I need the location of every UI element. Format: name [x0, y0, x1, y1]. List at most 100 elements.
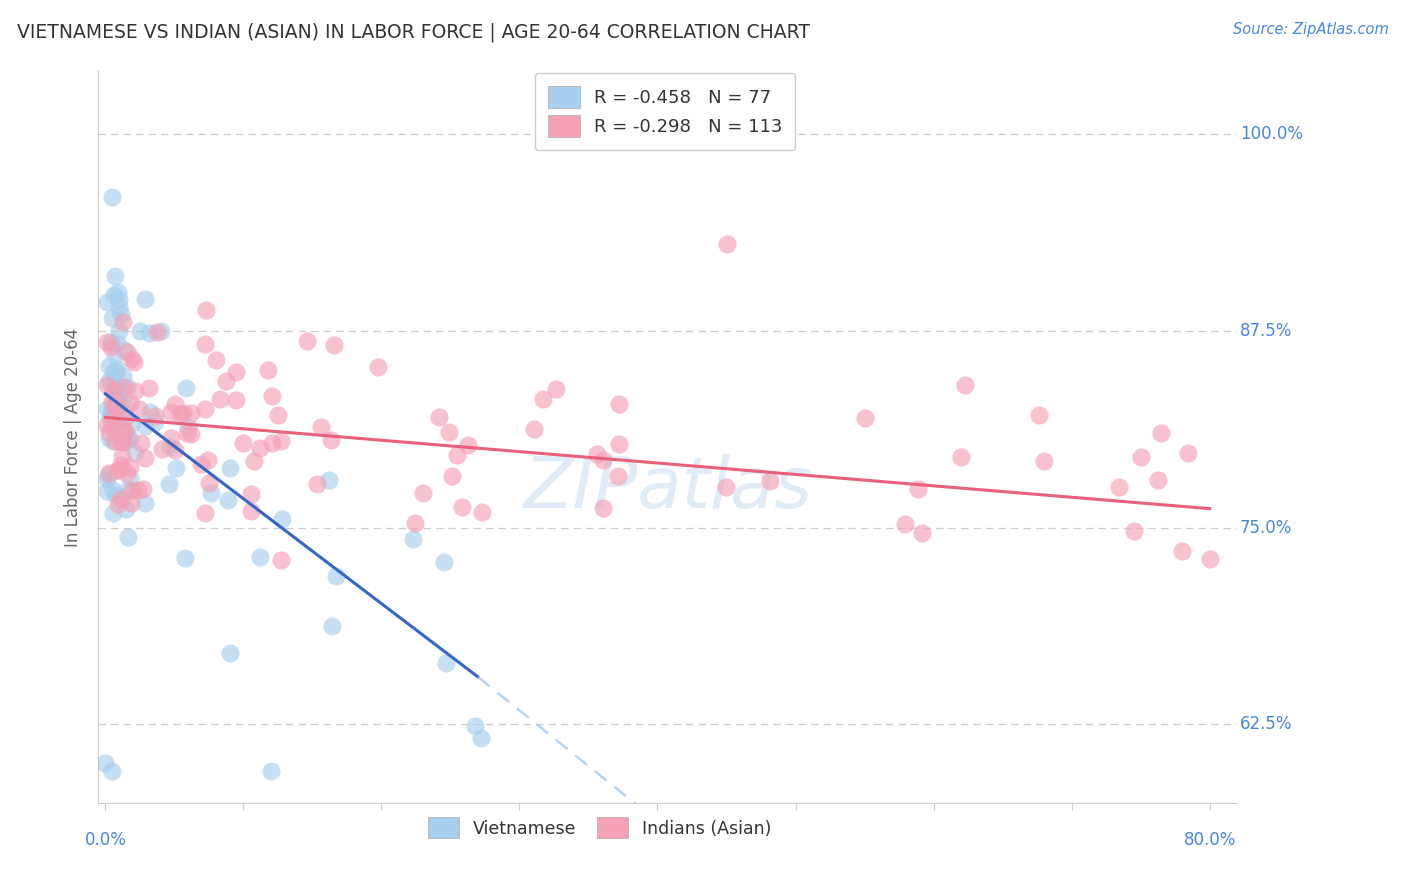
Point — [120, 496, 142, 510]
Point — [121, 483, 143, 498]
Point — [129, 436, 152, 450]
Point — [96, 402, 118, 417]
Point — [270, 553, 292, 567]
Point — [176, 381, 198, 395]
Point — [120, 431, 142, 445]
Point — [174, 550, 197, 565]
Point — [96, 378, 118, 392]
Point — [110, 435, 132, 450]
Point — [124, 384, 146, 399]
Point — [143, 409, 166, 423]
Point — [107, 463, 129, 477]
Point — [592, 500, 614, 515]
Point — [108, 300, 131, 314]
Point — [215, 374, 238, 388]
Point — [111, 393, 134, 408]
Point — [98, 430, 121, 444]
Point — [128, 324, 150, 338]
Point — [138, 404, 160, 418]
Point — [464, 718, 486, 732]
Point — [111, 449, 134, 463]
Point — [606, 469, 628, 483]
Point — [94, 756, 117, 771]
Point — [471, 504, 494, 518]
Point — [853, 411, 876, 425]
Point — [104, 488, 127, 502]
Point — [105, 395, 128, 409]
Point — [208, 392, 231, 406]
Point — [546, 382, 568, 396]
Point — [104, 348, 127, 362]
Point — [195, 303, 218, 318]
Point — [1150, 425, 1173, 440]
Point — [108, 414, 131, 428]
Point — [470, 731, 492, 745]
Text: 75.0%: 75.0% — [1240, 518, 1292, 536]
Point — [439, 425, 461, 440]
Text: 80.0%: 80.0% — [1184, 831, 1236, 849]
Point — [138, 381, 160, 395]
Point — [225, 392, 247, 407]
Point — [134, 496, 156, 510]
Point — [260, 764, 283, 779]
Point — [104, 434, 127, 448]
Point — [440, 468, 463, 483]
Point — [180, 406, 202, 420]
Point — [98, 466, 121, 480]
Point — [112, 343, 135, 357]
Point — [117, 466, 139, 480]
Point — [257, 363, 280, 377]
Point — [105, 336, 128, 351]
Point — [325, 569, 347, 583]
Point — [121, 351, 143, 366]
Point — [107, 418, 129, 433]
Point — [107, 382, 129, 396]
Point — [108, 293, 131, 307]
Point — [522, 422, 544, 436]
Point — [112, 435, 135, 450]
Point — [592, 453, 614, 467]
Point — [366, 359, 388, 374]
Point — [159, 440, 181, 454]
Point — [114, 425, 136, 439]
Point — [297, 334, 319, 348]
Point — [118, 471, 141, 485]
Point — [260, 389, 283, 403]
Point — [412, 486, 434, 500]
Point — [101, 764, 124, 779]
Point — [103, 381, 125, 395]
Text: 87.5%: 87.5% — [1240, 322, 1292, 340]
Point — [101, 506, 124, 520]
Point — [194, 337, 217, 351]
Point — [143, 415, 166, 429]
Point — [112, 380, 135, 394]
Point — [97, 375, 120, 389]
Point — [586, 447, 609, 461]
Text: ZIPatlas: ZIPatlas — [523, 454, 813, 523]
Point — [103, 365, 125, 379]
Point — [240, 504, 263, 518]
Point — [117, 530, 139, 544]
Point — [1122, 524, 1144, 538]
Text: Source: ZipAtlas.com: Source: ZipAtlas.com — [1233, 22, 1389, 37]
Point — [225, 365, 247, 379]
Point — [124, 445, 146, 459]
Point — [172, 406, 194, 420]
Point — [1147, 473, 1170, 487]
Point — [309, 420, 332, 434]
Point — [134, 450, 156, 465]
Point — [104, 268, 127, 283]
Point — [1129, 450, 1152, 464]
Point — [149, 324, 172, 338]
Point — [101, 483, 124, 498]
Point — [217, 493, 239, 508]
Point — [267, 408, 290, 422]
Point — [1177, 446, 1199, 460]
Point — [112, 315, 135, 329]
Point — [134, 418, 156, 433]
Point — [433, 555, 456, 569]
Point — [128, 402, 150, 417]
Point — [716, 237, 738, 252]
Point — [132, 482, 155, 496]
Point — [950, 450, 973, 464]
